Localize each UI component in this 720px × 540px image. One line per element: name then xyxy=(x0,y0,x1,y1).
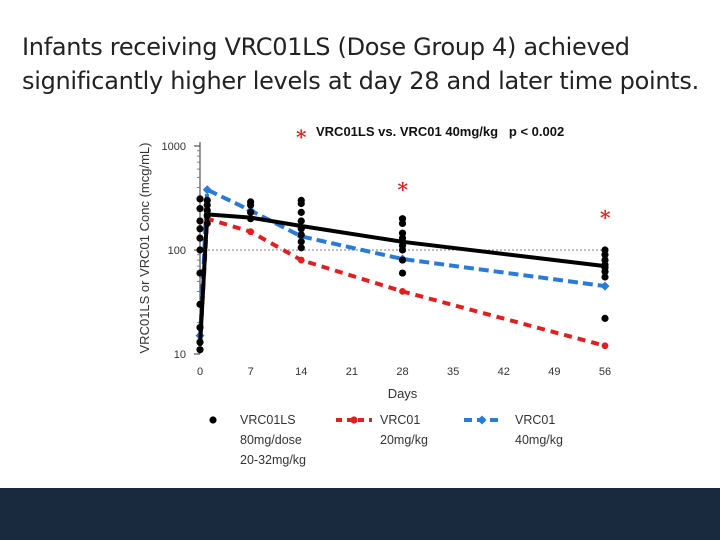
data-point xyxy=(600,281,610,291)
x-tick-label: 21 xyxy=(346,366,358,378)
data-point xyxy=(196,300,204,308)
data-point xyxy=(297,231,305,239)
data-point xyxy=(247,208,255,216)
slide-title: Infants receiving VRC01LS (Dose Group 4)… xyxy=(22,30,712,98)
chart-axes: 10 100 1000 0 7 14 21 28 35 42 49 56 Days VRC01LS or … xyxy=(137,124,611,401)
data-point xyxy=(297,256,305,264)
legend-label: VRC01LS xyxy=(240,413,296,427)
data-point xyxy=(247,215,255,223)
series-line xyxy=(198,212,606,346)
annotation-star: * xyxy=(296,125,307,149)
data-point xyxy=(203,211,211,220)
x-tick-label: 56 xyxy=(599,366,611,378)
data-point xyxy=(196,338,204,346)
legend-swatch xyxy=(209,416,217,424)
x-tick-label: 35 xyxy=(447,366,459,378)
legend-label: 80mg/dose xyxy=(240,433,302,447)
data-point xyxy=(196,225,204,233)
data-point xyxy=(601,256,609,264)
data-point xyxy=(196,217,204,225)
data-point xyxy=(601,273,609,281)
x-tick-label: 14 xyxy=(295,366,307,378)
significance-star: * xyxy=(600,205,611,229)
data-point xyxy=(203,196,211,204)
data-point xyxy=(297,244,305,252)
annotation-text: VRC01LS vs. VRC01 40mg/kg p < 0.002 xyxy=(316,124,564,139)
data-point xyxy=(398,229,407,237)
data-point xyxy=(601,314,609,322)
x-tick-label: 28 xyxy=(396,366,408,378)
data-point xyxy=(398,256,407,264)
data-point xyxy=(398,234,407,242)
legend-label: 20-32mg/kg xyxy=(240,453,306,467)
title-line-1: Infants receiving VRC01LS (Dose Group 4)… xyxy=(22,33,630,61)
significance-star: * xyxy=(398,178,409,202)
legend-swatch-marker xyxy=(477,415,487,425)
title-line-2: significantly higher levels at day 28 an… xyxy=(22,67,699,95)
data-point xyxy=(297,238,305,246)
series-line xyxy=(198,216,606,348)
data-point xyxy=(297,196,305,204)
y-tick-label: 1000 xyxy=(162,141,186,153)
data-point xyxy=(196,323,204,332)
data-point xyxy=(196,195,204,203)
data-point xyxy=(398,215,407,223)
chart-marks: ** xyxy=(195,178,611,354)
x-tick-label: 7 xyxy=(248,366,254,378)
y-axis-label: VRC01LS or VRC01 Conc (mcg/mL) xyxy=(137,143,152,354)
legend-label: 40mg/kg xyxy=(515,433,563,447)
y-tick-label: 100 xyxy=(168,245,186,257)
footer-bar xyxy=(0,488,720,540)
legend-label: VRC01 xyxy=(380,413,420,427)
legend-label: 20mg/kg xyxy=(380,433,428,447)
data-point xyxy=(601,246,609,254)
data-point xyxy=(247,228,255,236)
x-tick-label: 0 xyxy=(197,366,203,378)
data-point xyxy=(196,269,204,277)
data-point xyxy=(196,246,204,254)
data-point xyxy=(202,185,212,195)
x-axis-label: Days xyxy=(388,386,418,401)
data-point xyxy=(398,269,407,277)
data-point xyxy=(196,346,204,354)
data-point xyxy=(247,198,255,206)
x-tick-label: 49 xyxy=(548,366,560,378)
y-tick-label: 10 xyxy=(174,349,186,361)
data-point xyxy=(297,217,305,225)
data-point xyxy=(196,234,204,242)
x-tick-label: 42 xyxy=(498,366,510,378)
data-point xyxy=(601,342,609,350)
legend-label: VRC01 xyxy=(515,413,555,427)
series-line xyxy=(198,187,606,339)
data-point xyxy=(297,225,305,233)
data-point xyxy=(203,206,211,215)
data-point xyxy=(399,287,406,295)
data-point xyxy=(203,219,211,228)
data-point xyxy=(196,205,204,213)
chart-legend: VRC01LS 80mg/dose 20-32mg/kg VRC01 20mg/kg VR… xyxy=(209,413,563,467)
legend-swatch-marker xyxy=(350,416,358,424)
data-point xyxy=(297,208,305,216)
pk-chart: 10 100 1000 0 7 14 21 28 35 42 49 56 Days VRC01LS or … xyxy=(137,124,611,467)
